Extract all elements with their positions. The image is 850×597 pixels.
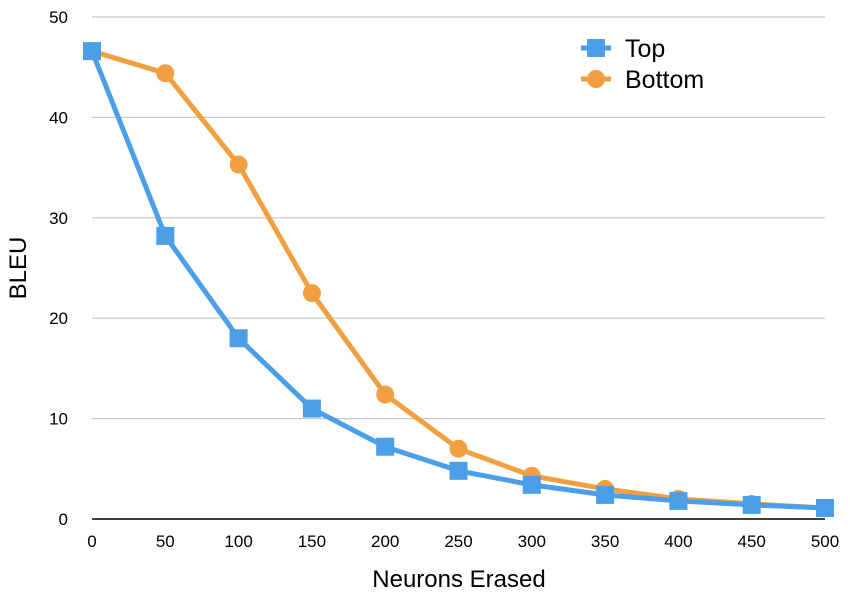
data-point-top (742, 495, 761, 514)
data-point-top (83, 42, 101, 61)
x-tick-label: 500 (811, 532, 839, 551)
data-point-top (669, 491, 688, 510)
x-tick-label: 0 (87, 532, 96, 551)
y-tick-label: 40 (49, 108, 68, 127)
x-tick-label: 50 (156, 532, 175, 551)
data-point-bottom (156, 64, 175, 83)
y-tick-label: 30 (49, 209, 68, 228)
data-point-top (229, 329, 248, 348)
data-point-top (156, 226, 175, 245)
y-tick-label: 10 (49, 410, 68, 429)
x-tick-label: 200 (371, 532, 399, 551)
legend: Top Bottom (581, 35, 704, 94)
legend-label-top: Top (625, 35, 665, 63)
data-point-top (449, 461, 468, 480)
legend-marker-top (587, 39, 605, 57)
data-point-bottom (376, 385, 395, 404)
x-tick-label: 100 (224, 532, 252, 551)
data-point-bottom (302, 284, 321, 303)
data-point-top (522, 475, 541, 494)
y-tick-label: 50 (49, 8, 68, 27)
y-tick-label: 0 (59, 510, 68, 529)
x-tick-label: 450 (738, 532, 766, 551)
x-tick-label: 150 (298, 532, 326, 551)
y-axis-title: BLEU (5, 237, 32, 300)
data-point-top (302, 399, 321, 418)
series-line-bottom (89, 48, 828, 511)
series-group (83, 42, 834, 517)
gridlines (92, 16, 825, 420)
data-point-top (376, 437, 395, 456)
x-tick-labels: 0 50 100 150 200 250 300 350 400 450 500 (87, 532, 839, 551)
legend-label-bottom: Bottom (625, 66, 704, 94)
data-point-top (596, 485, 615, 504)
x-tick-label: 300 (518, 532, 546, 551)
data-point-bottom (229, 155, 248, 174)
y-tick-label: 20 (49, 309, 68, 328)
x-tick-label: 400 (664, 532, 692, 551)
legend-marker-bottom (587, 70, 605, 88)
y-tick-labels: 0 10 20 30 40 50 (49, 8, 68, 529)
data-point-bottom (449, 439, 468, 458)
series-top (83, 42, 834, 517)
x-tick-label: 250 (444, 532, 472, 551)
x-tick-label: 350 (591, 532, 619, 551)
x-axis-title: Neurons Erased (372, 566, 545, 593)
data-point-top (816, 498, 834, 517)
